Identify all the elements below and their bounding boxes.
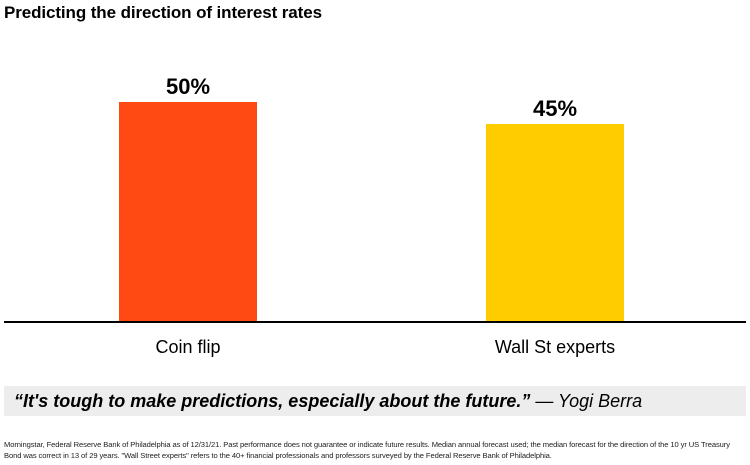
chart-title: Predicting the direction of interest rat… — [4, 3, 322, 22]
bar-chart: 50% Coin flip 45% Wall St experts — [4, 74, 746, 357]
data-label: 50% — [166, 74, 210, 99]
bar-coin-flip — [119, 102, 257, 322]
source-footnote: Morningstar, Federal Reserve Bank of Phi… — [4, 440, 730, 460]
bar-wall-st-experts — [486, 124, 624, 322]
category-label: Wall St experts — [495, 337, 615, 357]
category-label: Coin flip — [155, 337, 220, 357]
quote-text: “It's tough to make predictions, especia… — [14, 391, 531, 411]
quote-box: “It's tough to make predictions, especia… — [4, 386, 746, 416]
quote-attribution: — Yogi Berra — [535, 391, 643, 411]
data-label: 45% — [533, 96, 577, 121]
